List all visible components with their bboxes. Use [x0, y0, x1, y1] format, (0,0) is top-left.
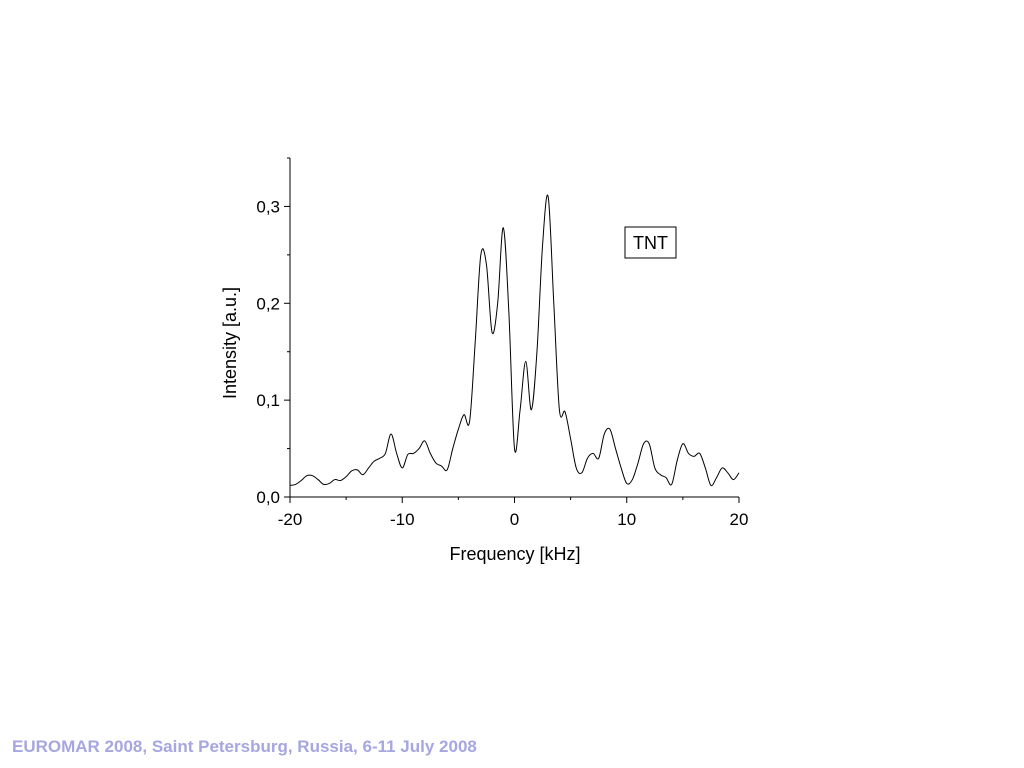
- tick-labels: -20 -10 0 10 20 0,0 0,1 0,2 0,3: [256, 197, 748, 529]
- y-axis-title: Intensity [a.u.]: [220, 287, 240, 399]
- x-tick-label: -10: [390, 510, 415, 529]
- axis-ticks: [284, 157, 740, 503]
- x-tick-label: 10: [617, 510, 636, 529]
- series-line-tnt: [289, 194, 740, 487]
- x-tick-label: -20: [278, 510, 303, 529]
- legend: TNT: [624, 226, 677, 259]
- x-axis-title: Frequency [kHz]: [449, 544, 580, 564]
- y-tick-label: 0,0: [256, 488, 280, 507]
- x-tick-label: 0: [510, 510, 519, 529]
- legend-label-tnt: TNT: [633, 233, 668, 253]
- y-tick-label: 0,3: [256, 197, 280, 216]
- footer-conference-text: EUROMAR 2008, Saint Petersburg, Russia, …: [12, 737, 477, 756]
- x-tick-label: 20: [730, 510, 749, 529]
- y-tick-label: 0,1: [256, 391, 280, 410]
- legend-box: [624, 226, 677, 259]
- y-tick-label: 0,2: [256, 294, 280, 313]
